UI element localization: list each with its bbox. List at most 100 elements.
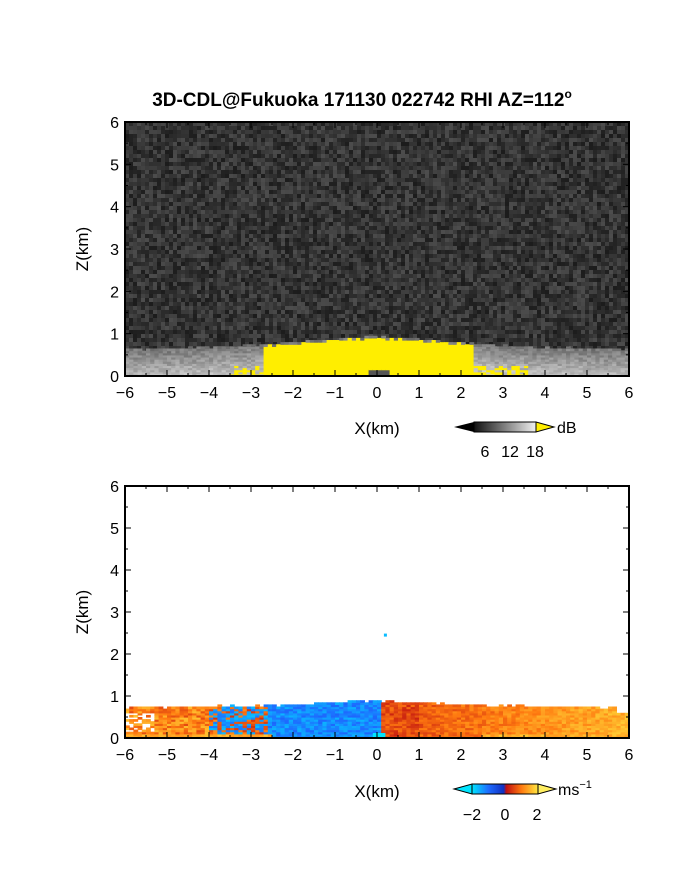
noise-pixel xyxy=(433,242,437,246)
noise-pixel xyxy=(245,242,249,246)
noise-pixel xyxy=(581,154,585,158)
noise-pixel xyxy=(153,154,157,158)
noise-pixel xyxy=(145,206,149,210)
noise-pixel xyxy=(473,274,477,278)
noise-pixel xyxy=(529,194,533,198)
noise-pixel xyxy=(565,270,569,274)
noise-pixel xyxy=(465,162,469,166)
noise-pixel xyxy=(133,198,137,202)
noise-pixel xyxy=(201,154,205,158)
noise-pixel xyxy=(345,198,349,202)
noise-pixel xyxy=(549,142,553,146)
noise-pixel xyxy=(545,146,549,150)
noise-pixel xyxy=(141,270,145,274)
noise-pixel xyxy=(341,222,345,226)
noise-pixel xyxy=(449,154,453,158)
noise-pixel xyxy=(361,122,365,126)
noise-pixel xyxy=(385,130,389,134)
noise-pixel xyxy=(529,246,533,250)
noise-pixel xyxy=(541,134,545,138)
noise-pixel xyxy=(353,210,357,214)
noise-pixel xyxy=(569,142,573,146)
noise-pixel xyxy=(517,194,521,198)
noise-pixel xyxy=(517,258,521,262)
noise-pixel xyxy=(281,274,285,278)
noise-pixel xyxy=(425,178,429,182)
noise-pixel xyxy=(137,158,141,162)
noise-pixel xyxy=(401,242,405,246)
noise-pixel xyxy=(469,242,473,246)
noise-pixel xyxy=(553,130,557,134)
noise-pixel xyxy=(169,238,173,242)
noise-pixel xyxy=(625,246,629,250)
noise-pixel xyxy=(381,258,385,262)
noise-pixel xyxy=(617,142,621,146)
noise-pixel xyxy=(153,178,157,182)
noise-pixel xyxy=(269,194,273,198)
noise-pixel xyxy=(601,226,605,230)
noise-pixel xyxy=(229,234,233,238)
noise-pixel xyxy=(449,162,453,166)
noise-pixel xyxy=(589,182,593,186)
noise-pixel xyxy=(165,130,169,134)
noise-pixel xyxy=(429,266,433,270)
noise-pixel xyxy=(381,242,385,246)
noise-pixel xyxy=(261,262,265,266)
noise-pixel xyxy=(357,198,361,202)
noise-pixel xyxy=(337,274,341,278)
noise-pixel xyxy=(589,142,593,146)
noise-pixel xyxy=(281,238,285,242)
noise-pixel xyxy=(349,130,353,134)
noise-pixel xyxy=(565,262,569,266)
noise-pixel xyxy=(217,166,221,170)
noise-pixel xyxy=(289,190,293,194)
noise-pixel xyxy=(365,182,369,186)
noise-pixel xyxy=(425,226,429,230)
noise-pixel xyxy=(129,146,133,150)
noise-pixel xyxy=(185,226,189,230)
noise-pixel xyxy=(405,134,409,138)
noise-pixel xyxy=(125,146,129,150)
noise-pixel xyxy=(525,138,529,142)
noise-pixel xyxy=(217,258,221,262)
noise-pixel xyxy=(609,182,613,186)
noise-pixel xyxy=(161,162,165,166)
noise-pixel xyxy=(465,190,469,194)
noise-pixel xyxy=(625,198,629,202)
noise-pixel xyxy=(465,198,469,202)
noise-pixel xyxy=(525,174,529,178)
noise-pixel xyxy=(445,226,449,230)
noise-pixel xyxy=(269,190,273,194)
noise-pixel xyxy=(173,166,177,170)
noise-pixel xyxy=(501,186,505,190)
noise-pixel xyxy=(153,170,157,174)
noise-pixel xyxy=(457,254,461,258)
noise-pixel xyxy=(349,214,353,218)
noise-pixel xyxy=(505,126,509,130)
noise-pixel xyxy=(337,158,341,162)
noise-pixel xyxy=(129,130,133,134)
noise-pixel xyxy=(493,146,497,150)
noise-pixel xyxy=(589,170,593,174)
noise-pixel xyxy=(189,146,193,150)
noise-pixel xyxy=(429,186,433,190)
noise-pixel xyxy=(217,138,221,142)
noise-pixel xyxy=(601,202,605,206)
noise-pixel xyxy=(329,122,333,126)
noise-pixel xyxy=(161,174,165,178)
noise-pixel xyxy=(181,158,185,162)
noise-pixel xyxy=(357,234,361,238)
noise-pixel xyxy=(285,258,289,262)
noise-pixel xyxy=(249,186,253,190)
noise-pixel xyxy=(601,142,605,146)
noise-pixel xyxy=(389,270,393,274)
noise-pixel xyxy=(465,242,469,246)
noise-pixel xyxy=(125,222,129,226)
noise-pixel xyxy=(265,122,269,126)
noise-pixel xyxy=(213,230,217,234)
noise-pixel xyxy=(345,158,349,162)
noise-pixel xyxy=(209,134,213,138)
noise-pixel xyxy=(549,214,553,218)
noise-pixel xyxy=(449,146,453,150)
noise-pixel xyxy=(333,154,337,158)
